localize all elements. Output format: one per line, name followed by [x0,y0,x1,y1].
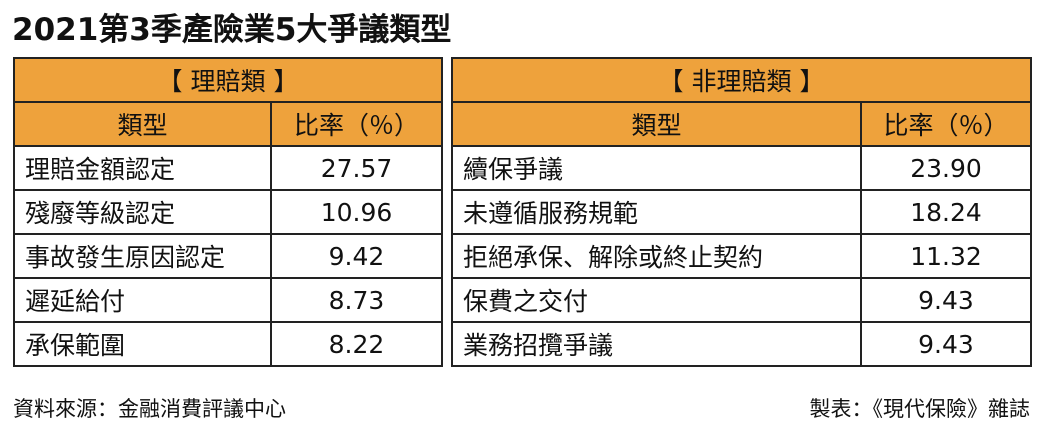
type-cell: 遲延給付 [13,277,272,323]
table-row: 類型 比率（％） [451,101,1032,147]
type-cell: 理賠金額認定 [13,145,272,191]
table-row: 理賠金額認定 27.57 [13,145,443,191]
type-cell: 承保範圍 [13,321,272,367]
table-row: 拒絕承保、解除或終止契約 11.32 [451,233,1032,279]
type-cell: 殘廢等級認定 [13,189,272,235]
column-header: 類型 [451,101,862,147]
type-cell: 業務招攬爭議 [451,321,862,367]
table-heading: 【 理賠類 】 [13,57,443,103]
table-row: 續保爭議 23.90 [451,145,1032,191]
type-cell: 未遵循服務規範 [451,189,862,235]
source: 資料來源：金融消費評議中心 [13,397,286,421]
table-row: 【 理賠類 】 [13,57,443,103]
ratio-cell: 9.43 [860,321,1032,367]
column-header: 比率（％） [270,101,443,147]
ratio-cell: 8.73 [270,277,443,323]
title: 2021第3季產險業5大爭議類型 [12,12,452,48]
table-row: 殘廢等級認定 10.96 [13,189,443,235]
table-heading: 【 非理賠類 】 [451,57,1032,103]
claims-table: 【 理賠類 】類型 比率（％） 理賠金額認定 27.57 殘廢等級認定 10.96 事故發生… [13,57,443,367]
type-cell: 保費之交付 [451,277,862,323]
table-row: 未遵循服務規範 18.24 [451,189,1032,235]
ratio-cell: 27.57 [270,145,443,191]
column-header: 類型 [13,101,272,147]
ratio-cell: 11.32 [860,233,1032,279]
credit: 製表：《現代保險》雜誌 [809,397,1031,421]
ratio-cell: 8.22 [270,321,443,367]
type-cell: 續保爭議 [451,145,862,191]
ratio-cell: 9.42 [270,233,443,279]
table-row: 類型 比率（％） [13,101,443,147]
ratio-cell: 9.43 [860,277,1032,323]
type-cell: 事故發生原因認定 [13,233,272,279]
table-row: 承保範圍 8.22 [13,321,443,367]
table-row: 業務招攬爭議 9.43 [451,321,1032,367]
ratio-cell: 18.24 [860,189,1032,235]
ratio-cell: 10.96 [270,189,443,235]
table-row: 遲延給付 8.73 [13,277,443,323]
ratio-cell: 23.90 [860,145,1032,191]
table-row: 保費之交付 9.43 [451,277,1032,323]
non-claims-table: 【 非理賠類 】類型 比率（％） 續保爭議 23.90 未遵循服務規範 18.24 拒絕承保… [451,57,1032,367]
type-cell: 拒絕承保、解除或終止契約 [451,233,862,279]
table-row: 【 非理賠類 】 [451,57,1032,103]
table-row: 事故發生原因認定 9.42 [13,233,443,279]
column-header: 比率（％） [860,101,1032,147]
